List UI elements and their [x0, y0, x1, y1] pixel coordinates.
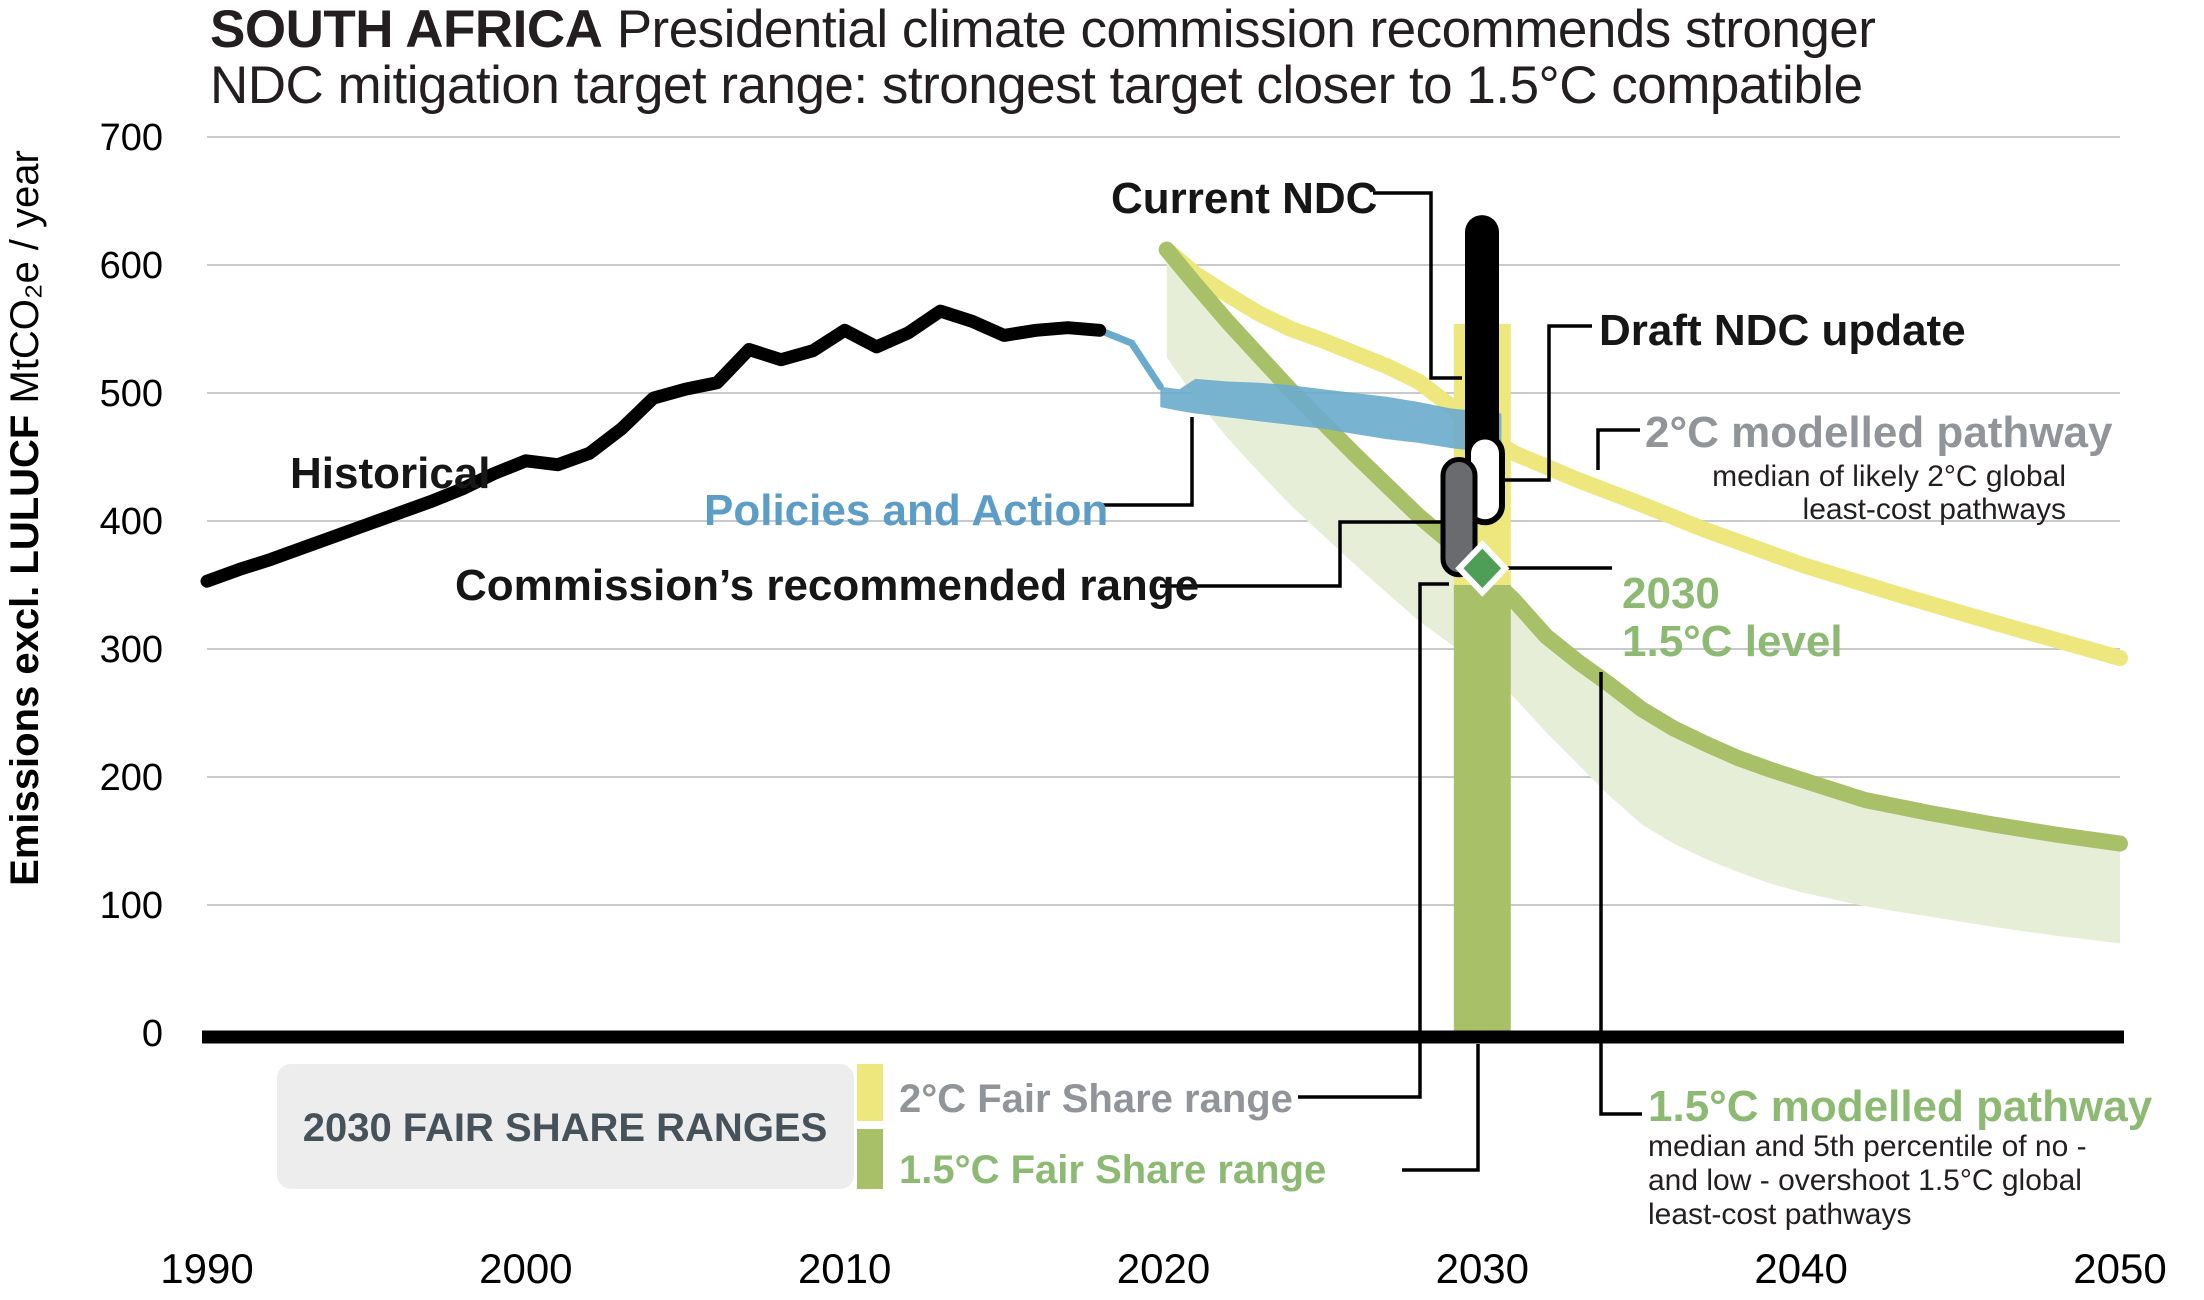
y-axis-title-unit: MtCO₂e / year	[3, 150, 47, 414]
axis-tick-labels: 700 600 500 400 300 200 100 0 1990 2000 2010 2020 20…	[100, 117, 2167, 1292]
policies-and-action-band	[1096, 326, 1502, 455]
x-tick-2050: 2050	[2073, 1245, 2166, 1292]
label-2c-pathway-sub2: least-cost pathways	[1803, 493, 2066, 526]
chart-title-line2: NDC mitigation target range: strongest t…	[210, 56, 1863, 115]
historical-emissions-line	[200, 304, 1107, 588]
fair-share-legend: 2030 FAIR SHARE RANGES 2°C Fair Share ra…	[277, 1064, 1326, 1192]
label-historical: Historical	[290, 449, 491, 498]
label-policies-and-action: Policies and Action	[704, 486, 1108, 535]
y-axis-title: Emissions excl. LULUCF MtCO₂e / year	[3, 150, 47, 886]
y-tick-500: 500	[100, 373, 163, 415]
x-tick-2020: 2020	[1117, 1245, 1210, 1292]
x-tick-1990: 1990	[160, 1245, 253, 1292]
label-2c-pathway: 2°C modelled pathway	[1645, 408, 2113, 457]
label-15c-pathway-sub2: and low - overshoot 1.5°C global	[1648, 1164, 2082, 1197]
chart-title-line1-rest: Presidential climate commission recommen…	[602, 0, 1876, 59]
x-tick-2040: 2040	[1754, 1245, 1847, 1292]
legend-box-title: 2030 FAIR SHARE RANGES	[303, 1106, 828, 1150]
connector-current-ndc	[1373, 191, 1462, 380]
legend-swatch-15c-green	[857, 1129, 883, 1189]
connector-draft-ndc	[1504, 324, 1592, 482]
x-tick-2000: 2000	[479, 1245, 572, 1292]
label-15c-pathway-sub1: median and 5th percentile of no -	[1648, 1130, 2087, 1163]
legend-item-2c-fair-share: 2°C Fair Share range	[899, 1077, 1293, 1121]
chart-title: SOUTH AFRICA Presidential climate commis…	[210, 2, 2204, 114]
connector-2c-pathway	[1596, 428, 1640, 470]
label-commission-range: Commission’s recommended range	[455, 561, 1199, 610]
connector-2c-fair-share	[1298, 582, 1449, 1099]
y-tick-0: 0	[142, 1013, 163, 1055]
label-2030-15c-level-line2: 1.5°C level	[1622, 617, 1843, 666]
ndc-capsules-2030	[1440, 215, 1510, 597]
commission-range-capsule	[1440, 457, 1478, 578]
y-axis-title-bold: Emissions excl. LULUCF	[3, 415, 47, 886]
policies-band	[1160, 378, 1502, 455]
connector-commission-range	[1160, 520, 1441, 588]
chart-title-line1: SOUTH AFRICA Presidential climate commis…	[210, 2, 2204, 58]
fair-share-15c-bar	[1453, 585, 1511, 1031]
connector-policies-and-action	[1098, 417, 1194, 507]
chart-title-country: SOUTH AFRICA	[210, 0, 603, 59]
connector-15c-pathway	[1599, 672, 1642, 1116]
y-tick-200: 200	[100, 757, 163, 799]
legend-swatch-2c-yellow	[857, 1064, 883, 1121]
connector-15c-fair-share	[1402, 1044, 1480, 1172]
label-current-ndc: Current NDC	[1111, 174, 1377, 223]
legend-box	[277, 1064, 854, 1189]
y-tick-400: 400	[100, 501, 163, 543]
y-tick-600: 600	[100, 245, 163, 287]
y-tick-100: 100	[100, 885, 163, 927]
legend-item-15c-fair-share: 1.5°C Fair Share range	[899, 1148, 1326, 1192]
pathway-2c-line	[1158, 241, 2128, 666]
historical-line	[200, 304, 1107, 588]
label-2c-pathway-sub1: median of likely 2°C global	[1712, 460, 2066, 493]
policies-lead-line	[1096, 326, 1164, 391]
label-draft-ndc-update: Draft NDC update	[1599, 306, 1966, 355]
current-ndc-capsule	[1465, 215, 1499, 474]
y-tick-700: 700	[100, 117, 163, 159]
label-2030-15c-level-line1: 2030	[1622, 569, 1720, 618]
level-2030-15c-diamond	[1455, 540, 1510, 597]
annotation-connectors	[1098, 191, 1642, 1172]
label-15c-pathway-sub3: least-cost pathways	[1648, 1198, 1911, 1231]
label-15c-pathway: 1.5°C modelled pathway	[1648, 1082, 2153, 1131]
pathway-15c-band	[1166, 249, 2120, 944]
y-tick-300: 300	[100, 629, 163, 671]
x-tick-2010: 2010	[798, 1245, 891, 1292]
pathway-15c-uncertainty-band	[1166, 249, 2120, 944]
x-tick-2030: 2030	[1436, 1245, 1529, 1292]
